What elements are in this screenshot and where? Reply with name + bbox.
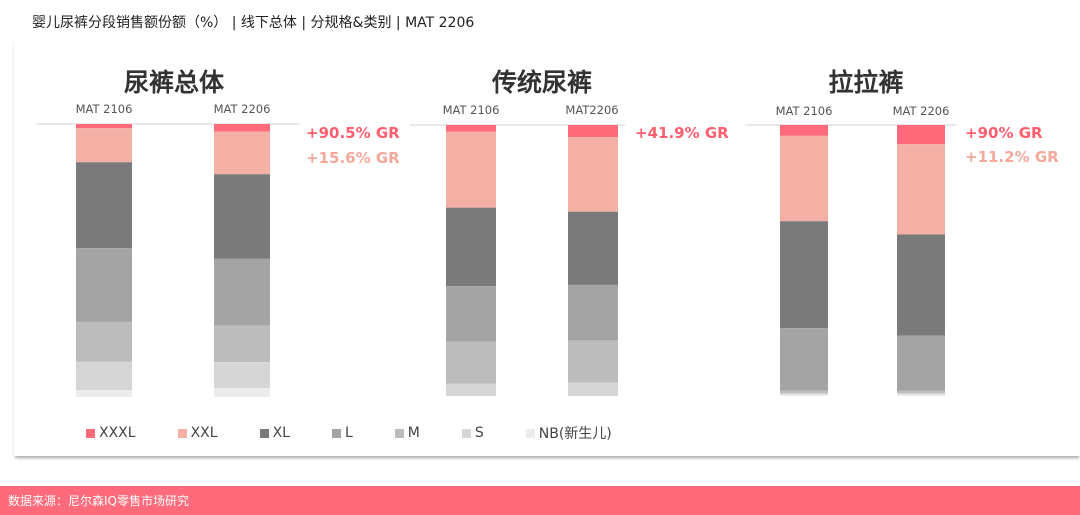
- bar-segment: [76, 321, 132, 362]
- bar-segment: [214, 174, 270, 259]
- legend-label: NB(新生儿): [538, 426, 612, 442]
- bar-segment: [568, 137, 618, 212]
- bar-segment: [214, 124, 270, 132]
- bar-segment: [76, 248, 132, 322]
- page-title: 婴儿尿裤分段销售额份额（%） | 线下总体 | 分规格&类别 | MAT 220…: [32, 15, 475, 31]
- bar-segment: [214, 362, 270, 389]
- source-footer: 数据来源：尼尔森IQ零售市场研究: [0, 486, 1080, 515]
- bar-segment: [568, 340, 618, 383]
- legend-item: NB(新生儿): [525, 423, 612, 443]
- bar-segment: [446, 125, 496, 132]
- legend-swatch: [259, 428, 269, 438]
- legend-item: XXL: [177, 425, 218, 441]
- bar-segment: [76, 124, 132, 129]
- bar-segment: [568, 125, 618, 138]
- bar-segment: [568, 382, 618, 396]
- bar-segment: [214, 131, 270, 175]
- bar-segment: [446, 131, 496, 208]
- panel-title: 尿裤总体: [124, 68, 225, 97]
- legend-item: M: [394, 425, 420, 441]
- bar-segment: [76, 128, 132, 163]
- growth-rate-label: +41.9% GR: [635, 124, 729, 142]
- legend-swatch: [331, 428, 341, 438]
- bar-segment: [897, 125, 945, 145]
- panel-title: 传统尿裤: [491, 68, 592, 97]
- legend-swatch: [177, 428, 187, 438]
- bar-segment: [897, 390, 945, 394]
- legend-label: XXXL: [99, 425, 136, 441]
- chart-legend: XXXL XXL XL L M S NB(新生儿): [86, 423, 654, 443]
- legend-swatch: [86, 428, 95, 438]
- period-label: MAT 2206: [214, 102, 271, 116]
- bar-segment: [76, 361, 132, 391]
- stacked-bar-chart: 尿裤总体 MAT 2106 MAT 2206 +90.5% GR +15.6% GR 传统…: [36, 68, 1059, 397]
- bar-segment: [214, 325, 270, 363]
- legend-item: S: [461, 425, 484, 441]
- legend-label: M: [407, 425, 420, 441]
- bar-segment: [568, 211, 618, 285]
- legend-label: XL: [272, 425, 290, 441]
- bar-segment: [897, 394, 945, 396]
- bar-segment: [897, 393, 945, 395]
- bar-segment: [897, 234, 945, 336]
- legend-item: XXXL: [86, 425, 136, 441]
- legend-swatch: [525, 428, 535, 438]
- bar-segment: [780, 221, 828, 329]
- bar-segment: [446, 383, 496, 396]
- period-label: MAT 2106: [776, 104, 833, 118]
- legend-item: L: [331, 425, 353, 441]
- bar-segment: [446, 207, 496, 287]
- bar-segment: [568, 284, 618, 341]
- bar-segment: [897, 144, 945, 235]
- bar-segment: [76, 162, 132, 249]
- legend-label: S: [474, 425, 484, 441]
- bar-segment: [780, 393, 828, 395]
- bar-segment: [780, 394, 828, 396]
- growth-rate-label: +90% GR: [965, 124, 1043, 142]
- bar-segment: [214, 388, 270, 397]
- panel-title: 拉拉裤: [828, 68, 903, 97]
- period-label: MAT2206: [565, 103, 618, 117]
- bar-segment: [780, 328, 828, 391]
- bar-segment: [780, 390, 828, 394]
- legend-swatch: [461, 428, 471, 438]
- period-label: MAT 2206: [893, 104, 950, 118]
- period-label: MAT 2106: [443, 103, 500, 117]
- bar-segment: [780, 125, 828, 136]
- source-text: 数据来源：尼尔森IQ零售市场研究: [8, 494, 189, 508]
- legend-label: L: [344, 425, 353, 441]
- growth-rate-label: +90.5% GR: [306, 124, 400, 142]
- bar-segment: [214, 258, 270, 326]
- growth-rate-label: +11.2% GR: [965, 148, 1059, 166]
- legend-label: XXL: [190, 425, 218, 441]
- bar-segment: [897, 335, 945, 391]
- bar-segment: [446, 286, 496, 342]
- bar-segment: [446, 341, 496, 384]
- bar-segment: [780, 135, 828, 222]
- period-label: MAT 2106: [76, 102, 133, 116]
- legend-swatch: [394, 428, 404, 438]
- legend-item: XL: [259, 425, 290, 441]
- bar-segment: [76, 390, 132, 397]
- growth-rate-label: +15.6% GR: [306, 149, 400, 167]
